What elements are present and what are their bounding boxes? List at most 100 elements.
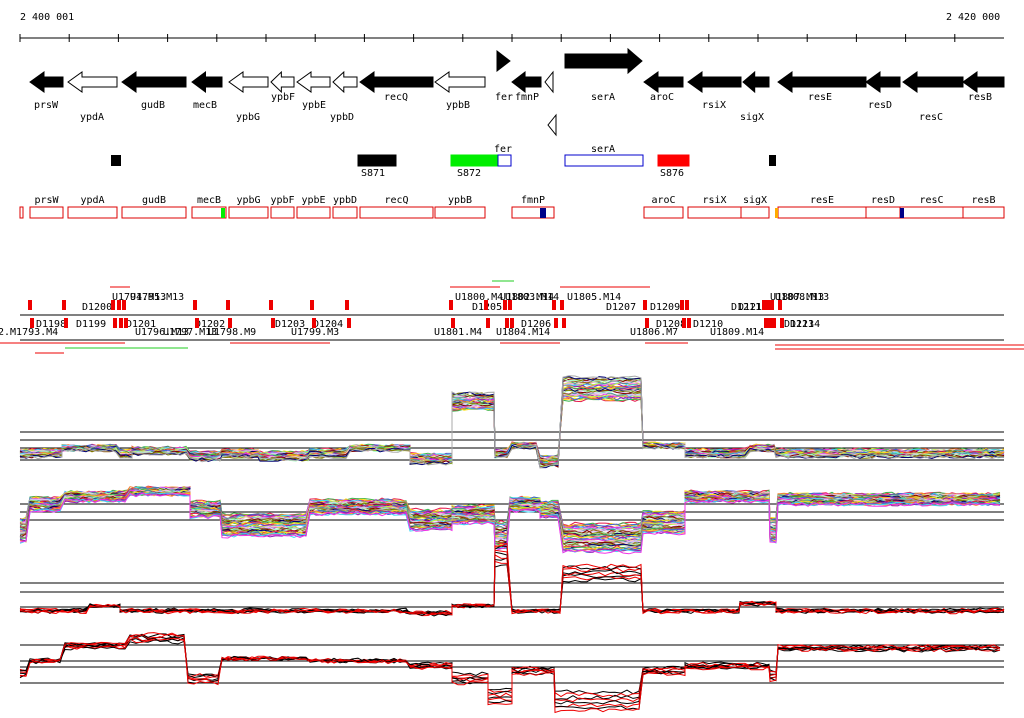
segment-marker (228, 318, 232, 328)
transcript-label-recQ: recQ (384, 195, 408, 206)
segment-label: D1199 (76, 319, 106, 330)
gene-arrow-gudB (121, 71, 187, 93)
segment-marker (560, 300, 564, 310)
gene-arrow-recQ (359, 71, 434, 93)
small-gene-arrow (544, 70, 554, 94)
feature-label-serA: serA (591, 144, 615, 155)
gene-arrow-mecB (191, 71, 223, 93)
transcript-resC (899, 206, 964, 219)
transcript-label-ypbE: ypbE (301, 195, 325, 206)
segment-label: 2.M1793.M4 (0, 327, 58, 338)
segment-marker (764, 318, 768, 328)
segment-marker (312, 318, 316, 328)
segment-marker (30, 318, 34, 328)
segment-marker (451, 318, 455, 328)
gene-arrow-prsW (29, 71, 64, 93)
gene-arrow-rsiX (687, 71, 742, 93)
segment-marker (554, 318, 558, 328)
gene-arrow-resD (865, 71, 901, 93)
gene-label-resB: resB (968, 92, 992, 103)
segment-marker (768, 318, 772, 328)
gene-label-ypbF: ypbF (271, 92, 295, 103)
segment-marker (770, 300, 774, 310)
segment-marker (484, 300, 488, 310)
gene-label-recQ: recQ (384, 92, 408, 103)
segment-label: U1797.M13 (163, 327, 217, 338)
segment-marker (119, 318, 123, 328)
gene-arrow-serA (564, 47, 643, 75)
segment-marker (762, 300, 766, 310)
transcript-label-mecB: mecB (197, 195, 221, 206)
segment-label: U1804.M14 (496, 327, 550, 338)
transcript-label-sigX: sigX (743, 195, 767, 206)
transcript-ypbB (434, 206, 486, 219)
gene-arrow-ypbB (434, 71, 486, 93)
segment-marker (269, 300, 273, 310)
segment-label: U1795.M13 (130, 292, 184, 303)
feature-block (769, 155, 776, 166)
segment-marker (780, 318, 784, 328)
feature-label-fer: fer (494, 144, 512, 155)
segment-marker (562, 318, 566, 328)
gene-arrow-fer (496, 49, 511, 73)
segment-marker (124, 318, 128, 328)
segment-marker (117, 300, 121, 310)
segment-marker (28, 300, 32, 310)
transcript-ypbF (270, 206, 295, 219)
coordinate-ruler (19, 34, 1004, 42)
segment-label: U1809.M14 (710, 327, 764, 338)
ruler-end-label: 2 420 000 (946, 12, 1001, 23)
segment-label: D1208 (656, 319, 686, 330)
expression-panel-4 (19, 632, 1004, 714)
transcript-label-resD: resD (871, 195, 895, 206)
segment-label: U1802.M14 (500, 292, 554, 303)
gene-label-ypbG: ypbG (236, 112, 260, 123)
segment-marker (310, 300, 314, 310)
gene-arrow-ypdA (67, 71, 118, 93)
transcript-label-gudB: gudB (142, 195, 166, 206)
transcript-recQ (359, 206, 434, 219)
gene-arrow-ypbG (228, 71, 269, 93)
transcript-label-ypbG: ypbG (236, 195, 260, 206)
segment-marker (193, 300, 197, 310)
transcript-label-rsiX: rsiX (702, 195, 726, 206)
segment-marker (778, 300, 782, 310)
transcript-ypbG (228, 206, 269, 219)
segment-marker (62, 300, 66, 310)
expression-panel-3 (19, 542, 1005, 617)
gene-label-serA: serA (591, 92, 615, 103)
segment-marker (271, 318, 275, 328)
segment-marker (113, 318, 117, 328)
segment-label: U1799.M3 (291, 327, 339, 338)
segment-label: D1214 (790, 319, 820, 330)
expression-profile-line (19, 545, 1005, 617)
transcript-ypbE (296, 206, 331, 219)
segment-label: D1198 (36, 319, 66, 330)
gene-arrow-resC (902, 71, 964, 93)
transcript-aroC (643, 206, 684, 219)
transcript-label-aroC: aroC (651, 195, 675, 206)
feature-label-S876: S876 (660, 168, 684, 179)
gene-arrow-aroC (643, 71, 684, 93)
segment-marker (486, 318, 490, 328)
transcript-prsW (29, 206, 64, 219)
feature-block (111, 155, 121, 166)
segment-label: U1800.M4 (455, 292, 503, 303)
feature-label-S871: S871 (361, 168, 385, 179)
gene-label-ypbE: ypbE (302, 100, 326, 111)
segment-marker (226, 300, 230, 310)
transcript-label-resB: resB (971, 195, 995, 206)
segment-marker (449, 300, 453, 310)
segment-marker (766, 300, 770, 310)
feature-S871 (357, 154, 397, 167)
segment-label: D1212 (738, 302, 768, 313)
transcript-mark-green (221, 208, 225, 218)
segment-label: U1805.M14 (567, 292, 621, 303)
segment-marker (508, 300, 512, 310)
segment-marker (195, 318, 199, 328)
segment-label: U1807.M13 (770, 292, 824, 303)
feature-track: S871 S872 fer serA S876 (111, 144, 776, 179)
gene-arrow-sigX (742, 70, 770, 94)
transcript-gudB (121, 206, 187, 219)
